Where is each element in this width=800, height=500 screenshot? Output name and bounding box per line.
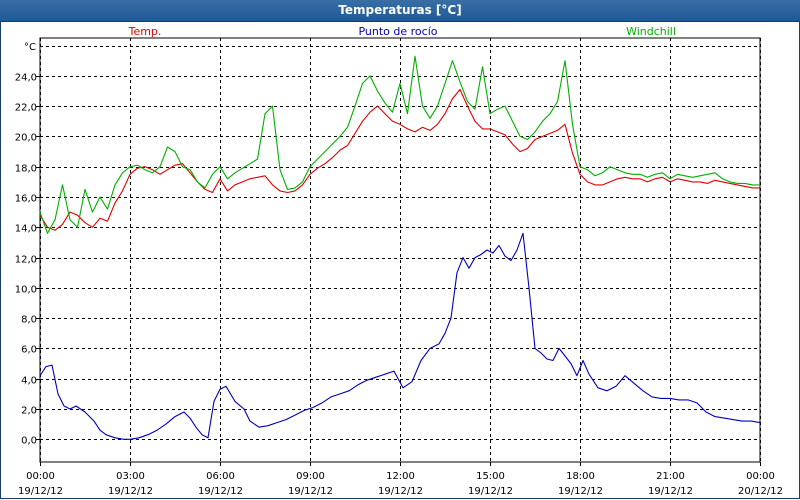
y-axis-ticks: 0,0 2,0 4,0 6,0 8,0 10,0 12,0 14,0 16,0 18,0 20,0 2… — [15, 73, 40, 447]
x-tick-date-label: 19/12/12 — [558, 486, 603, 497]
x-tick-time-label: 09:00 — [296, 471, 325, 482]
x-tick-date-label: 19/12/12 — [18, 486, 63, 497]
y-axis-label: °C — [24, 42, 36, 53]
y-tick-label: 24,0 — [15, 73, 37, 84]
y-tick-label: 6,0 — [21, 345, 37, 356]
x-tick-date-label: 19/12/12 — [648, 486, 693, 497]
y-tick-label: 14,0 — [15, 224, 37, 235]
grid — [39, 37, 761, 463]
x-tick-date-label: 19/12/12 — [198, 486, 243, 497]
y-tick-label: 8,0 — [21, 315, 37, 326]
x-tick-time-label: 06:00 — [206, 471, 235, 482]
y-tick-label: 10,0 — [15, 285, 37, 296]
x-tick-time-label: 00:00 — [26, 471, 55, 482]
y-tick-label: 12,0 — [15, 255, 37, 266]
y-tick-label: 0,0 — [21, 436, 37, 447]
y-tick-label: 22,0 — [15, 103, 37, 114]
x-tick-time-label: 18:00 — [566, 471, 595, 482]
y-tick-label: 2,0 — [21, 406, 37, 417]
y-tick-label: 20,0 — [15, 133, 37, 144]
legend-item-windchill: Windchill — [626, 25, 676, 38]
x-tick-date-label: 19/12/12 — [108, 486, 153, 497]
series-lines — [39, 55, 761, 440]
series-line-temp — [39, 88, 760, 231]
x-tick-date-label: 20/12/12 — [738, 486, 783, 497]
series-line-windchill — [39, 55, 760, 234]
x-tick-date-label: 19/12/12 — [288, 486, 333, 497]
x-tick-date-label: 19/12/12 — [468, 486, 513, 497]
x-tick-time-label: 00:00 — [746, 471, 775, 482]
series-line-dew — [39, 232, 761, 440]
legend: Temp. Punto de rocío Windchill — [128, 25, 676, 38]
chart-title: Temperaturas [°C] — [0, 0, 800, 22]
y-tick-label: 18,0 — [15, 164, 37, 175]
legend-item-temp: Temp. — [128, 25, 162, 38]
x-tick-time-label: 12:00 — [386, 471, 415, 482]
x-tick-time-label: 21:00 — [656, 471, 685, 482]
y-tick-label: 16,0 — [15, 194, 37, 205]
y-tick-label: 4,0 — [21, 376, 37, 387]
x-tick-time-label: 15:00 — [476, 471, 505, 482]
x-tick-date-label: 19/12/12 — [378, 486, 423, 497]
x-tick-time-label: 03:00 — [116, 471, 145, 482]
legend-item-dew: Punto de rocío — [358, 25, 437, 38]
x-axis-ticks: 00:00 19/12/12 03:00 19/12/12 06:00 19/12/12 0… — [18, 462, 783, 497]
